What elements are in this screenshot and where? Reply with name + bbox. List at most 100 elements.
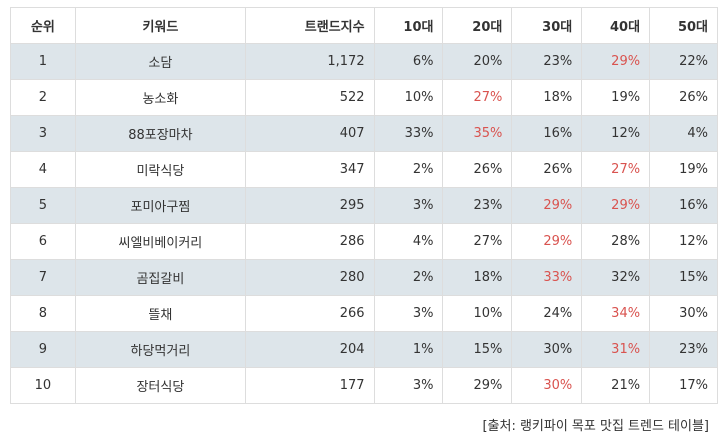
age-20s-cell: 27% bbox=[442, 223, 513, 260]
age-30s-cell: 30% bbox=[511, 367, 583, 404]
trend-table: 순위 키워드 트랜드지수 10대 20대 30대 40대 50대 1 소담 1,17… bbox=[10, 7, 718, 404]
rank-cell: 8 bbox=[10, 295, 76, 332]
age-10s-cell: 4% bbox=[373, 223, 444, 260]
age-50s-cell: 15% bbox=[649, 259, 718, 296]
trend-index-cell: 295 bbox=[244, 187, 375, 224]
header-trend-index: 트랜드지수 bbox=[244, 7, 375, 44]
header-rank: 순위 bbox=[10, 7, 76, 44]
trend-index-cell: 204 bbox=[244, 331, 375, 368]
age-50s-cell: 19% bbox=[649, 151, 718, 188]
rank-cell: 10 bbox=[10, 367, 76, 404]
rank-cell: 5 bbox=[10, 187, 76, 224]
age-20s-cell: 26% bbox=[442, 151, 513, 188]
keyword-cell: 소담 bbox=[74, 43, 246, 80]
keyword-cell: 포미아구찜 bbox=[74, 187, 246, 224]
age-40s-cell: 34% bbox=[581, 295, 651, 332]
table-row: 3 88포장마차 407 33% 35% 16% 12% 4% bbox=[10, 115, 718, 152]
age-20s-cell: 29% bbox=[442, 367, 513, 404]
keyword-cell: 뜰채 bbox=[74, 295, 246, 332]
age-40s-cell: 32% bbox=[581, 259, 651, 296]
keyword-cell: 씨엘비베이커리 bbox=[74, 223, 246, 260]
age-10s-cell: 3% bbox=[373, 295, 444, 332]
table-row: 5 포미아구찜 295 3% 23% 29% 29% 16% bbox=[10, 187, 718, 224]
age-20s-cell: 20% bbox=[442, 43, 513, 80]
age-50s-cell: 22% bbox=[649, 43, 718, 80]
table-header: 순위 키워드 트랜드지수 10대 20대 30대 40대 50대 bbox=[10, 7, 718, 44]
header-40s: 40대 bbox=[581, 7, 651, 44]
rank-cell: 4 bbox=[10, 151, 76, 188]
trend-index-cell: 177 bbox=[244, 367, 375, 404]
trend-index-cell: 280 bbox=[244, 259, 375, 296]
age-30s-cell: 23% bbox=[511, 43, 583, 80]
age-40s-cell: 28% bbox=[581, 223, 651, 260]
age-50s-cell: 12% bbox=[649, 223, 718, 260]
keyword-cell: 장터식당 bbox=[74, 367, 246, 404]
rank-cell: 1 bbox=[10, 43, 76, 80]
age-10s-cell: 33% bbox=[373, 115, 444, 152]
age-20s-cell: 23% bbox=[442, 187, 513, 224]
age-50s-cell: 4% bbox=[649, 115, 718, 152]
trend-index-cell: 1,172 bbox=[244, 43, 375, 80]
age-20s-cell: 27% bbox=[442, 79, 513, 116]
age-30s-cell: 33% bbox=[511, 259, 583, 296]
trend-index-cell: 286 bbox=[244, 223, 375, 260]
trend-index-cell: 347 bbox=[244, 151, 375, 188]
table-row: 2 농소화 522 10% 27% 18% 19% 26% bbox=[10, 79, 718, 116]
age-30s-cell: 29% bbox=[511, 223, 583, 260]
rank-cell: 3 bbox=[10, 115, 76, 152]
age-40s-cell: 21% bbox=[581, 367, 651, 404]
table-row: 6 씨엘비베이커리 286 4% 27% 29% 28% 12% bbox=[10, 223, 718, 260]
table-row: 7 곰집갈비 280 2% 18% 33% 32% 15% bbox=[10, 259, 718, 296]
age-10s-cell: 1% bbox=[373, 331, 444, 368]
age-50s-cell: 23% bbox=[649, 331, 718, 368]
age-30s-cell: 24% bbox=[511, 295, 583, 332]
age-10s-cell: 10% bbox=[373, 79, 444, 116]
age-10s-cell: 3% bbox=[373, 367, 444, 404]
table-row: 9 하당먹거리 204 1% 15% 30% 31% 23% bbox=[10, 331, 718, 368]
table-body: 1 소담 1,172 6% 20% 23% 29% 22% 2 농소화 522 10% 27% 18% 19… bbox=[10, 43, 718, 404]
age-10s-cell: 2% bbox=[373, 151, 444, 188]
keyword-cell: 하당먹거리 bbox=[74, 331, 246, 368]
age-40s-cell: 31% bbox=[581, 331, 651, 368]
age-30s-cell: 18% bbox=[511, 79, 583, 116]
keyword-cell: 88포장마차 bbox=[74, 115, 246, 152]
header-50s: 50대 bbox=[649, 7, 718, 44]
table-row: 10 장터식당 177 3% 29% 30% 21% 17% bbox=[10, 367, 718, 404]
age-30s-cell: 16% bbox=[511, 115, 583, 152]
age-50s-cell: 30% bbox=[649, 295, 718, 332]
age-20s-cell: 35% bbox=[442, 115, 513, 152]
keyword-cell: 미락식당 bbox=[74, 151, 246, 188]
header-10s: 10대 bbox=[373, 7, 444, 44]
trend-index-cell: 522 bbox=[244, 79, 375, 116]
table-row: 1 소담 1,172 6% 20% 23% 29% 22% bbox=[10, 43, 718, 80]
trend-index-cell: 407 bbox=[244, 115, 375, 152]
rank-cell: 9 bbox=[10, 331, 76, 368]
table-row: 4 미락식당 347 2% 26% 26% 27% 19% bbox=[10, 151, 718, 188]
source-caption: [출처: 랭키파이 목포 맛집 트렌드 테이블] bbox=[482, 419, 709, 434]
age-30s-cell: 26% bbox=[511, 151, 583, 188]
header-20s: 20대 bbox=[442, 7, 513, 44]
age-20s-cell: 15% bbox=[442, 331, 513, 368]
age-10s-cell: 6% bbox=[373, 43, 444, 80]
trend-index-cell: 266 bbox=[244, 295, 375, 332]
age-30s-cell: 30% bbox=[511, 331, 583, 368]
age-30s-cell: 29% bbox=[511, 187, 583, 224]
age-40s-cell: 19% bbox=[581, 79, 651, 116]
keyword-cell: 농소화 bbox=[74, 79, 246, 116]
age-20s-cell: 10% bbox=[442, 295, 513, 332]
age-40s-cell: 29% bbox=[581, 187, 651, 224]
table-row: 8 뜰채 266 3% 10% 24% 34% 30% bbox=[10, 295, 718, 332]
header-keyword: 키워드 bbox=[74, 7, 246, 44]
age-50s-cell: 16% bbox=[649, 187, 718, 224]
rank-cell: 7 bbox=[10, 259, 76, 296]
age-10s-cell: 2% bbox=[373, 259, 444, 296]
age-40s-cell: 12% bbox=[581, 115, 651, 152]
header-30s: 30대 bbox=[511, 7, 583, 44]
rank-cell: 6 bbox=[10, 223, 76, 260]
age-10s-cell: 3% bbox=[373, 187, 444, 224]
age-50s-cell: 26% bbox=[649, 79, 718, 116]
age-50s-cell: 17% bbox=[649, 367, 718, 404]
age-20s-cell: 18% bbox=[442, 259, 513, 296]
rank-cell: 2 bbox=[10, 79, 76, 116]
